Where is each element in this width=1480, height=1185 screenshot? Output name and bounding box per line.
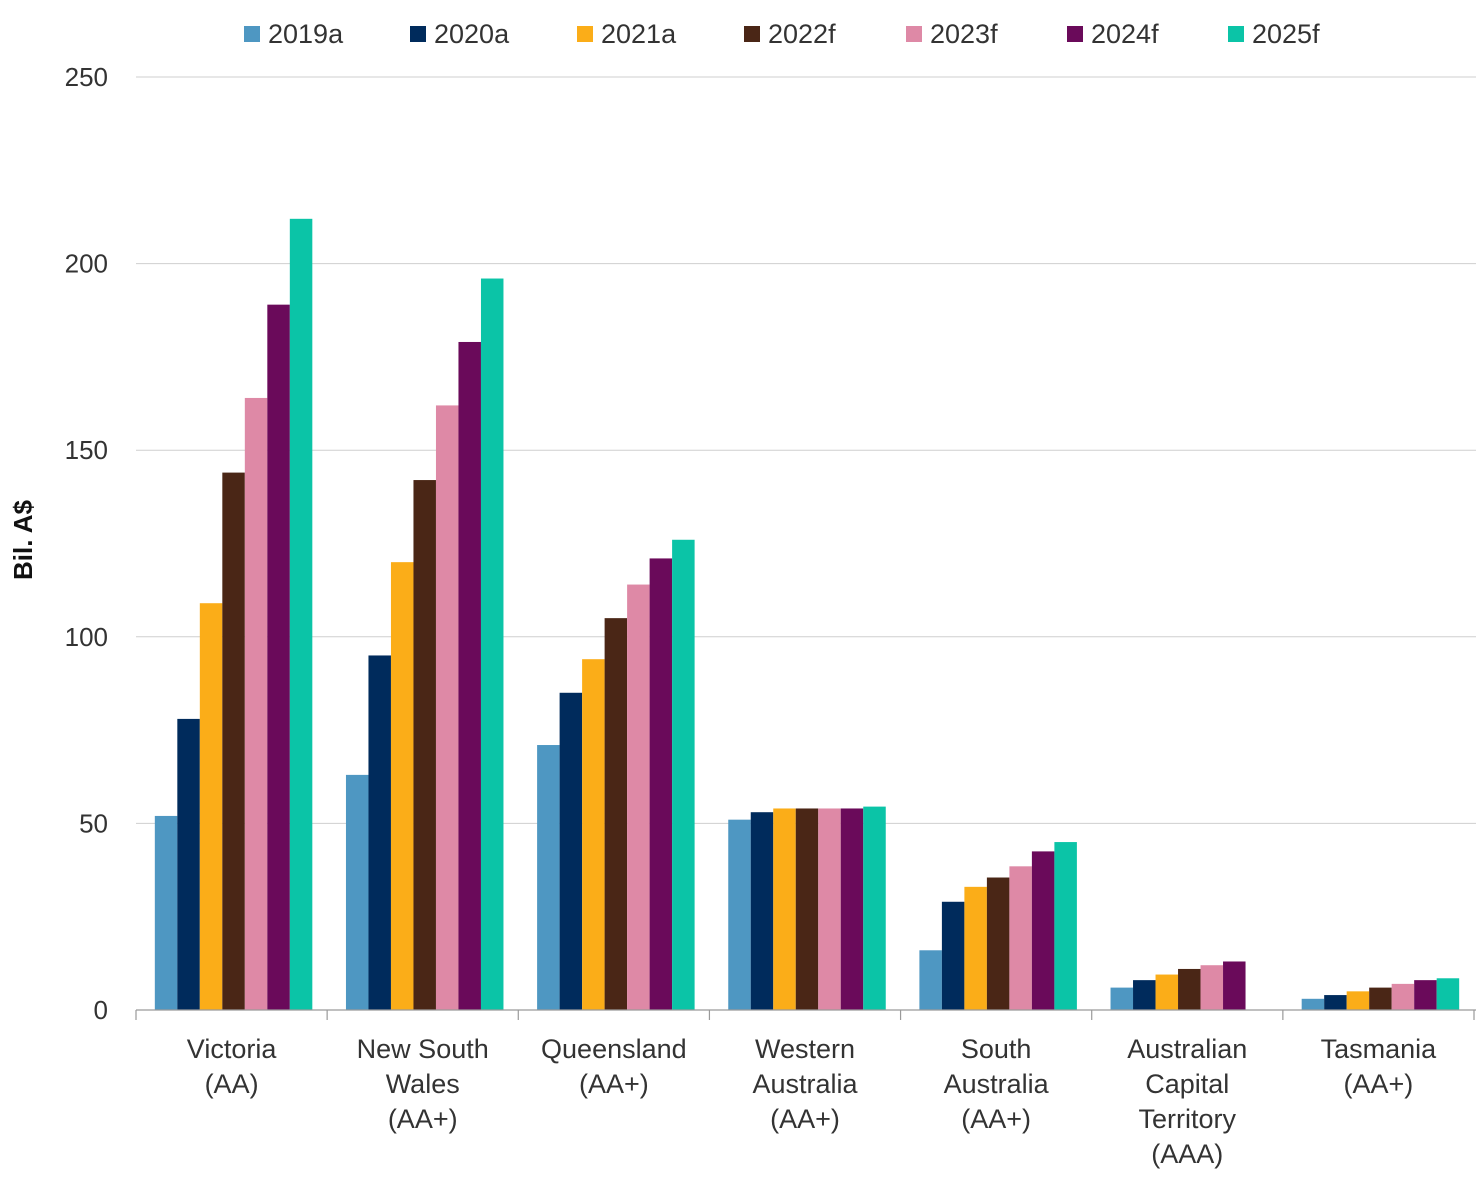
x-category-label: (AA+): [961, 1104, 1031, 1134]
chart-legend: 2019a 2020a 2021a 2022f 2023f 2024f 2025f: [244, 19, 1320, 49]
legend-swatch: [1067, 26, 1083, 42]
x-category-label: (AA): [205, 1069, 259, 1099]
bar-2020a: [559, 692, 583, 1010]
bar-2022f: [1178, 968, 1201, 1010]
bar-2025f: [480, 278, 504, 1010]
x-category-label: Australia: [944, 1069, 1050, 1099]
x-category-label: Tasmania: [1321, 1034, 1438, 1064]
bar-2021a: [1346, 991, 1370, 1010]
bar-2022f: [413, 480, 436, 1010]
bar-2020a: [1324, 995, 1347, 1010]
bar-2025f: [1436, 978, 1460, 1010]
bar-2021a: [964, 886, 987, 1010]
bar-2023f: [244, 397, 268, 1010]
bar-2021a: [390, 562, 414, 1010]
bar-2019a: [1110, 987, 1134, 1010]
bar-2025f: [672, 539, 695, 1010]
x-category-label: (AAA): [1151, 1139, 1223, 1169]
x-axis-category-labels: Victoria (AA) New South Wales (AA+) Queenslan…: [187, 1034, 1437, 1169]
y-tick-label: 0: [94, 995, 108, 1025]
legend-swatch: [410, 26, 426, 42]
bar-2020a: [177, 718, 200, 1010]
x-category-label: Capital: [1145, 1069, 1229, 1099]
y-tick-label: 250: [65, 62, 108, 92]
bar-2024f: [267, 304, 290, 1011]
bar-2019a: [537, 745, 560, 1010]
bar-2020a: [750, 812, 774, 1010]
legend-swatch: [906, 26, 922, 42]
x-category-label: (AA+): [579, 1069, 649, 1099]
legend-swatch: [1228, 26, 1244, 42]
x-category-label: South: [961, 1034, 1032, 1064]
bar-2024f: [1031, 851, 1055, 1010]
bar-2024f: [1223, 961, 1246, 1010]
x-category-label: (AA+): [1344, 1069, 1414, 1099]
y-axis-ticks: 0 50 100 150 200 250: [65, 62, 108, 1025]
bar-2020a: [1133, 980, 1156, 1010]
legend-label: 2024f: [1091, 19, 1159, 49]
y-tick-label: 100: [65, 622, 108, 652]
bar-2025f: [289, 218, 313, 1011]
bar-2019a: [1301, 998, 1325, 1010]
bar-2019a: [154, 815, 178, 1010]
bar-2021a: [1155, 974, 1179, 1010]
bar-2023f: [1391, 983, 1415, 1010]
gridlines: [136, 76, 1476, 824]
legend-label: 2019a: [268, 19, 344, 49]
x-category-label: Territory: [1139, 1104, 1237, 1134]
legend-swatch: [244, 26, 260, 42]
bar-2024f: [1414, 980, 1437, 1010]
bar-2022f: [604, 618, 628, 1010]
bar-2020a: [941, 901, 965, 1010]
x-category-label: Queensland: [541, 1034, 687, 1064]
bar-2023f: [818, 808, 841, 1010]
y-axis-label: Bil. A$: [8, 499, 38, 579]
bar-2020a: [368, 655, 391, 1010]
bar-2024f: [649, 558, 673, 1010]
legend-label: 2020a: [434, 19, 510, 49]
x-category-label: New South: [357, 1034, 489, 1064]
bar-2022f: [1369, 987, 1392, 1010]
bar-2023f: [1200, 965, 1224, 1010]
y-tick-label: 50: [79, 808, 108, 838]
legend-swatch: [744, 26, 760, 42]
bar-2023f: [435, 405, 459, 1010]
y-tick-label: 200: [65, 249, 108, 279]
legend-label: 2023f: [930, 19, 998, 49]
legend-swatch: [577, 26, 593, 42]
bar-2024f: [840, 808, 864, 1010]
y-tick-label: 150: [65, 435, 108, 465]
legend-label: 2025f: [1252, 19, 1320, 49]
x-category-label: Wales: [386, 1069, 460, 1099]
bar-2025f: [1054, 842, 1077, 1010]
bar-2022f: [222, 472, 245, 1010]
bar-2021a: [582, 659, 605, 1010]
bar-2019a: [345, 774, 369, 1010]
legend-label: 2021a: [601, 19, 677, 49]
bar-2023f: [627, 584, 650, 1010]
x-category-label: Western: [755, 1034, 855, 1064]
bar-2022f: [986, 877, 1010, 1010]
bar-2021a: [773, 808, 796, 1010]
bar-2022f: [795, 808, 819, 1010]
legend-label: 2022f: [768, 19, 836, 49]
bar-2019a: [728, 819, 751, 1010]
x-category-label: (AA+): [388, 1104, 458, 1134]
bar-2025f: [863, 806, 886, 1010]
bar-2023f: [1009, 866, 1032, 1010]
x-category-label: Australia: [752, 1069, 858, 1099]
x-axis: [135, 1009, 1476, 1020]
bar-2024f: [458, 341, 481, 1010]
bar-2021a: [199, 603, 223, 1010]
x-category-label: Australian: [1127, 1034, 1247, 1064]
bar-2019a: [919, 950, 942, 1010]
bars: [154, 218, 1460, 1011]
x-category-label: Victoria: [187, 1034, 278, 1064]
x-category-label: (AA+): [770, 1104, 840, 1134]
